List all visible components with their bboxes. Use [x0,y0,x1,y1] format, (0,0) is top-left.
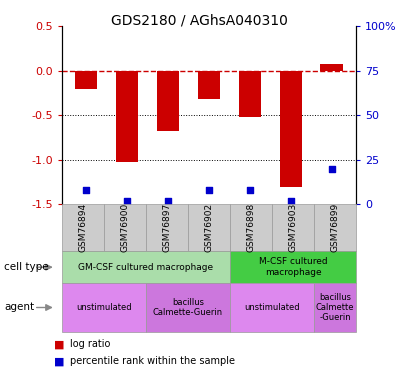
Bar [157,71,179,131]
Text: ■: ■ [54,356,64,366]
Bar [279,71,302,187]
Text: GSM76897: GSM76897 [162,203,172,252]
Point [206,187,212,193]
Bar [320,64,343,71]
Text: unstimulated: unstimulated [76,303,132,312]
Bar [116,71,139,162]
Text: GSM76902: GSM76902 [205,203,213,252]
Point [165,198,171,204]
Text: GSM76903: GSM76903 [289,203,298,252]
Point [288,198,294,204]
Text: GSM76898: GSM76898 [246,203,256,252]
Text: cell type: cell type [4,262,49,272]
Bar [75,71,98,88]
Text: GSM76900: GSM76900 [120,203,129,252]
Text: bacillus
Calmette-Guerin: bacillus Calmette-Guerin [153,298,223,317]
Text: GDS2180 / AGhsA040310: GDS2180 / AGhsA040310 [111,13,287,27]
Text: percentile rank within the sample: percentile rank within the sample [70,356,235,366]
Bar [239,71,261,117]
Text: ■: ■ [54,339,64,350]
Point [124,198,130,204]
Text: GM-CSF cultured macrophage: GM-CSF cultured macrophage [78,263,213,272]
Text: log ratio: log ratio [70,339,110,350]
Text: unstimulated: unstimulated [244,303,300,312]
Text: GSM76894: GSM76894 [78,203,87,252]
Bar [198,71,220,99]
Text: bacillus
Calmette
-Guerin: bacillus Calmette -Guerin [316,292,355,322]
Text: agent: agent [4,303,34,312]
Point [328,166,335,172]
Text: GSM76899: GSM76899 [331,203,339,252]
Point [83,187,90,193]
Text: M-CSF cultured
macrophage: M-CSF cultured macrophage [259,258,328,277]
Point [247,187,253,193]
